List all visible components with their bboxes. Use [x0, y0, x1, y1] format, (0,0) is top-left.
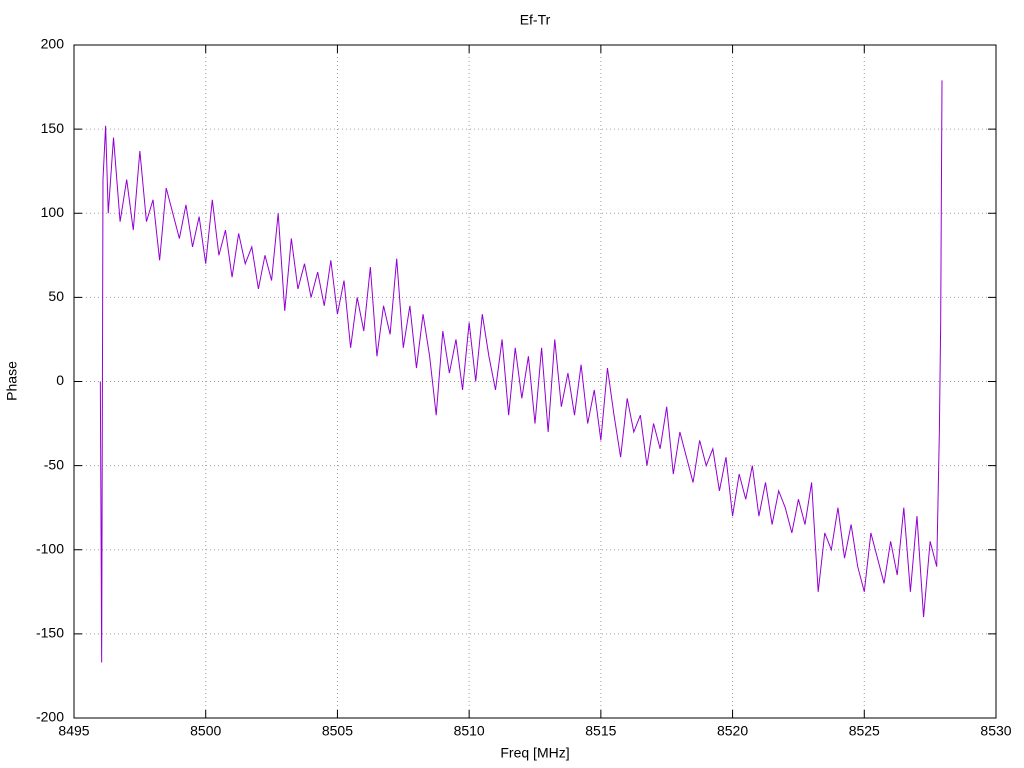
y-tick-label: 150	[41, 120, 65, 136]
y-tick-label: -150	[36, 625, 64, 641]
y-tick-label: 200	[41, 36, 65, 52]
y-tick-label: 50	[48, 288, 64, 304]
y-tick-label: 0	[56, 372, 64, 388]
x-axis-label: Freq [MHz]	[500, 745, 569, 761]
y-tick-label: -50	[44, 456, 64, 472]
x-tick-label: 8515	[585, 723, 616, 739]
plot-border	[73, 44, 997, 719]
y-tick-label: -100	[36, 540, 64, 556]
x-tick-label: 8495	[58, 723, 89, 739]
data-line	[99, 80, 943, 663]
x-tick-label: 8530	[980, 723, 1011, 739]
x-tick-label: 8505	[322, 723, 353, 739]
y-tick-label: -200	[36, 709, 64, 725]
y-axis-label: Phase	[4, 361, 20, 401]
x-tick-label: 8525	[849, 723, 880, 739]
y-tick-label: 100	[41, 204, 65, 220]
x-tick-label: 8520	[717, 723, 748, 739]
chart-title: Ef-Tr	[520, 12, 551, 28]
x-tick-label: 8500	[190, 723, 221, 739]
x-tick-label: 8510	[454, 723, 485, 739]
